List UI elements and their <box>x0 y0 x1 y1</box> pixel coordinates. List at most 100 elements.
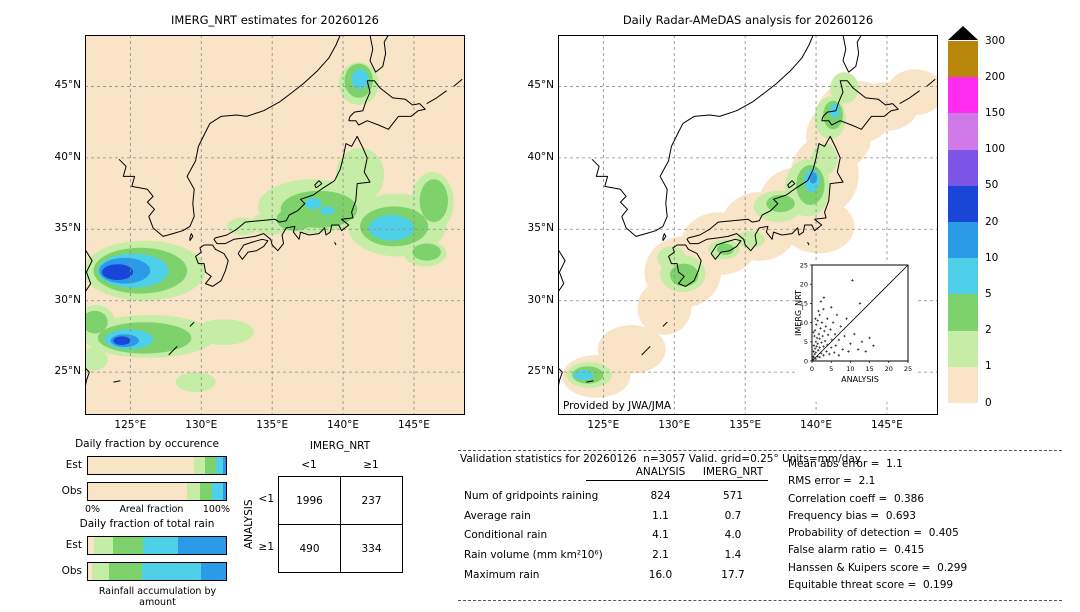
precip-region <box>419 179 448 223</box>
colorbar-segment <box>948 77 978 114</box>
scatter-point <box>813 334 816 338</box>
scatter-point <box>812 350 815 353</box>
coastline <box>821 80 899 130</box>
longitude-tick-label: 145°E <box>870 419 903 431</box>
fraction-charts-panel: Daily fraction by occurence Est Obs 0% Ar… <box>56 437 238 608</box>
longitude-tick-label: 140°E <box>327 419 360 431</box>
precip-region <box>175 372 216 393</box>
precip-region <box>85 347 108 371</box>
scatter-point <box>818 337 821 340</box>
x-tick-label: 10 <box>846 365 854 373</box>
validation-value: 4.1 <box>652 529 669 542</box>
scatter-point <box>814 340 818 343</box>
coastline <box>842 35 862 73</box>
axis-title: Areal fraction <box>119 504 184 515</box>
coastline <box>213 135 371 252</box>
scatter-point <box>835 313 839 317</box>
scatter-point <box>858 302 862 305</box>
y-tick-label: 20 <box>800 281 808 289</box>
bar-row: Obs <box>56 558 238 584</box>
scatter-point <box>847 350 850 353</box>
validation-value: 1.1 <box>652 509 669 522</box>
scatter-point <box>820 352 823 355</box>
bar-segment <box>88 536 94 554</box>
scatter-point <box>851 279 854 282</box>
coastline <box>426 90 447 105</box>
scatter-point <box>820 321 824 324</box>
coastline <box>348 80 426 130</box>
coastline <box>682 35 814 125</box>
colorbar: 300 200 150 100 50 20 10 5 2 1 0 <box>948 26 1078 426</box>
scatter-point <box>830 346 833 349</box>
scatter-point <box>818 313 821 317</box>
y-tick-label: 25 <box>800 261 808 269</box>
bar-segment <box>194 456 206 474</box>
colorbar-tick-label: 200 <box>985 70 1006 83</box>
validation-value: 16.0 <box>648 568 673 581</box>
bar-segment <box>212 482 224 500</box>
validation-value: 824 <box>650 489 671 502</box>
coastline <box>369 35 389 73</box>
precip-region <box>809 172 818 184</box>
scatter-point <box>816 319 819 322</box>
y-tick-label: 0 <box>804 357 808 365</box>
scatter-point <box>819 300 823 303</box>
stacked-bar <box>87 535 227 555</box>
scatter-point <box>815 336 819 340</box>
contingency-cell: 490 <box>279 525 341 573</box>
latitude-tick-label: 30°N <box>527 293 554 306</box>
coastline <box>168 346 178 356</box>
scatter-point <box>812 356 816 360</box>
totalrain-chart: Est Obs <box>56 532 238 584</box>
coastline <box>314 180 323 189</box>
longitude-tick-label: 145°E <box>397 419 430 431</box>
colorbar-tick-label: 150 <box>985 106 1006 119</box>
bar-segment <box>143 536 178 554</box>
latitude-tick-label: 25°N <box>527 365 554 378</box>
latitude-tick-label: 45°N <box>527 79 554 92</box>
precip-region <box>304 197 322 210</box>
bar-segment <box>92 562 109 580</box>
precip-region <box>368 215 414 241</box>
coastline <box>926 78 936 87</box>
bar-segment <box>199 482 213 500</box>
precip-region <box>412 243 441 261</box>
scatter-point <box>822 307 825 311</box>
precip-region <box>85 310 108 334</box>
validation-value: 2.1 <box>652 548 669 561</box>
scatter-inset: 0 0 5 5 10 10 15 15 20 20 25 25 ANALYSIS IMERG_NRT <box>795 260 917 402</box>
imerg-map <box>85 35 465 415</box>
bar-segment <box>108 562 142 580</box>
data-credit: Provided by JWA/JMA <box>563 400 672 412</box>
validation-title: Validation statistics for 20260126 n=305… <box>460 453 861 465</box>
coastline <box>662 321 668 327</box>
precip-region <box>670 263 699 287</box>
validation-row-label: Num of gridpoints raining <box>464 489 599 502</box>
bar-row: Est <box>56 452 238 478</box>
scatter-point <box>815 323 818 326</box>
coastline <box>591 123 684 237</box>
y-tick-label: 15 <box>800 300 808 308</box>
scatter-point <box>872 344 875 347</box>
colorbar-segment <box>948 222 978 259</box>
radar-map <box>558 35 938 415</box>
coastline <box>189 233 194 241</box>
occurrence-axis: 0% Areal fraction 100% <box>85 504 230 517</box>
y-tick-label: 5 <box>804 338 808 346</box>
validation-score-list: Mean abs error = 1.1 RMS error = 2.1 Corre… <box>788 456 967 594</box>
occurrence-chart: Est Obs <box>56 452 238 504</box>
x-tick-label: 0 <box>810 365 814 373</box>
coastline <box>662 233 667 241</box>
x-tick-label: 20 <box>885 365 893 373</box>
precip-region <box>320 206 335 215</box>
scatter-point <box>830 306 833 309</box>
contingency-col-group: IMERG_NRT <box>309 440 371 452</box>
scatter-point <box>822 296 826 299</box>
score-line: Probability of detection = 0.405 <box>788 527 959 540</box>
bar-row-label: Est <box>65 539 82 551</box>
colorbar-segment <box>948 113 978 150</box>
scatter-point <box>811 355 815 358</box>
scatter-point <box>812 331 815 334</box>
scatter-point <box>818 355 821 359</box>
coastline <box>113 380 121 383</box>
